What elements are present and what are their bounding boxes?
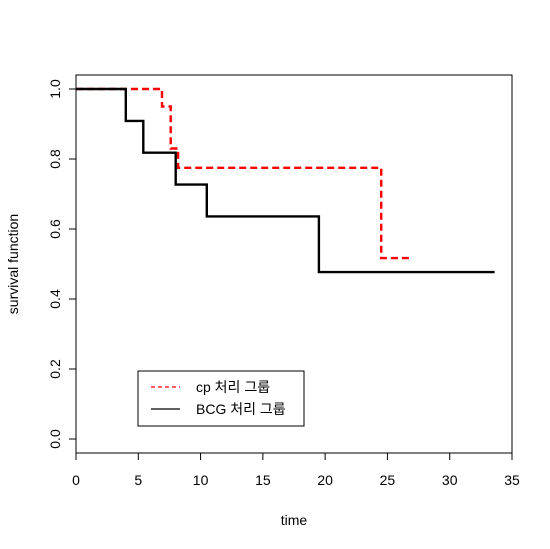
x-tick-label: 5 xyxy=(134,472,142,488)
series-line-2 xyxy=(76,87,495,274)
legend-box xyxy=(137,370,305,427)
x-tick-label: 20 xyxy=(317,472,333,488)
x-tick-label: 35 xyxy=(504,472,520,488)
x-tick-label: 10 xyxy=(193,472,209,488)
x-tick-label: 0 xyxy=(72,472,80,488)
x-tick-label: 15 xyxy=(255,472,271,488)
y-tick-label: 0.8 xyxy=(47,149,63,169)
legend-label-2: BCG 처리 그룹 xyxy=(196,401,286,417)
y-tick-label: 0.4 xyxy=(47,289,63,309)
x-axis: 0 5 10 15 20 25 30 35 xyxy=(72,452,520,488)
legend-label-1: cp 처리 그룹 xyxy=(196,379,270,395)
x-tick-label: 30 xyxy=(442,472,458,488)
series-layer xyxy=(76,87,495,274)
legend: cp 처리 그룹 BCG 처리 그룹 xyxy=(137,370,305,427)
series-line-1 xyxy=(76,87,413,260)
y-axis: 0.0 0.2 0.4 0.6 0.8 1.0 xyxy=(47,79,77,449)
y-tick-label: 0.0 xyxy=(47,429,63,449)
x-tick-label: 25 xyxy=(380,472,396,488)
y-tick-label: 0.6 xyxy=(47,219,63,239)
y-tick-label: 1.0 xyxy=(47,79,63,99)
x-axis-title: time xyxy=(281,512,308,528)
y-axis-title: survival function xyxy=(5,214,21,314)
y-tick-label: 0.2 xyxy=(47,359,63,379)
